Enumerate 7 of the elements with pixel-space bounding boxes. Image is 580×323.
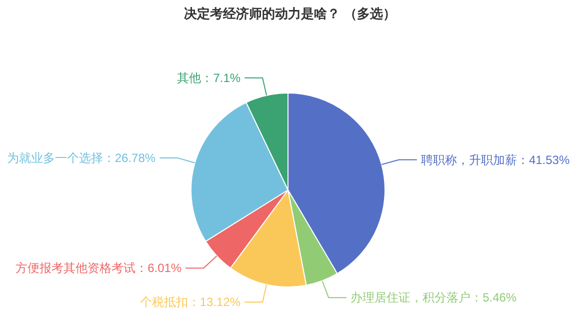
chart-title: 决定考经济师的动力是啥？ （多选） <box>184 6 396 21</box>
slice-label: 个税抵扣：13.12% <box>140 295 241 310</box>
slice-label: 为就业多一个选择：26.78% <box>6 150 156 165</box>
slice-label: 方便报考其他资格考试：6.01% <box>16 261 182 276</box>
slice-label: 其他：7.1% <box>177 70 241 85</box>
slice-label: 办理居住证，积分落户：5.46% <box>350 290 517 305</box>
slice-label: 聘职称，升职加薪：41.53% <box>420 152 570 167</box>
